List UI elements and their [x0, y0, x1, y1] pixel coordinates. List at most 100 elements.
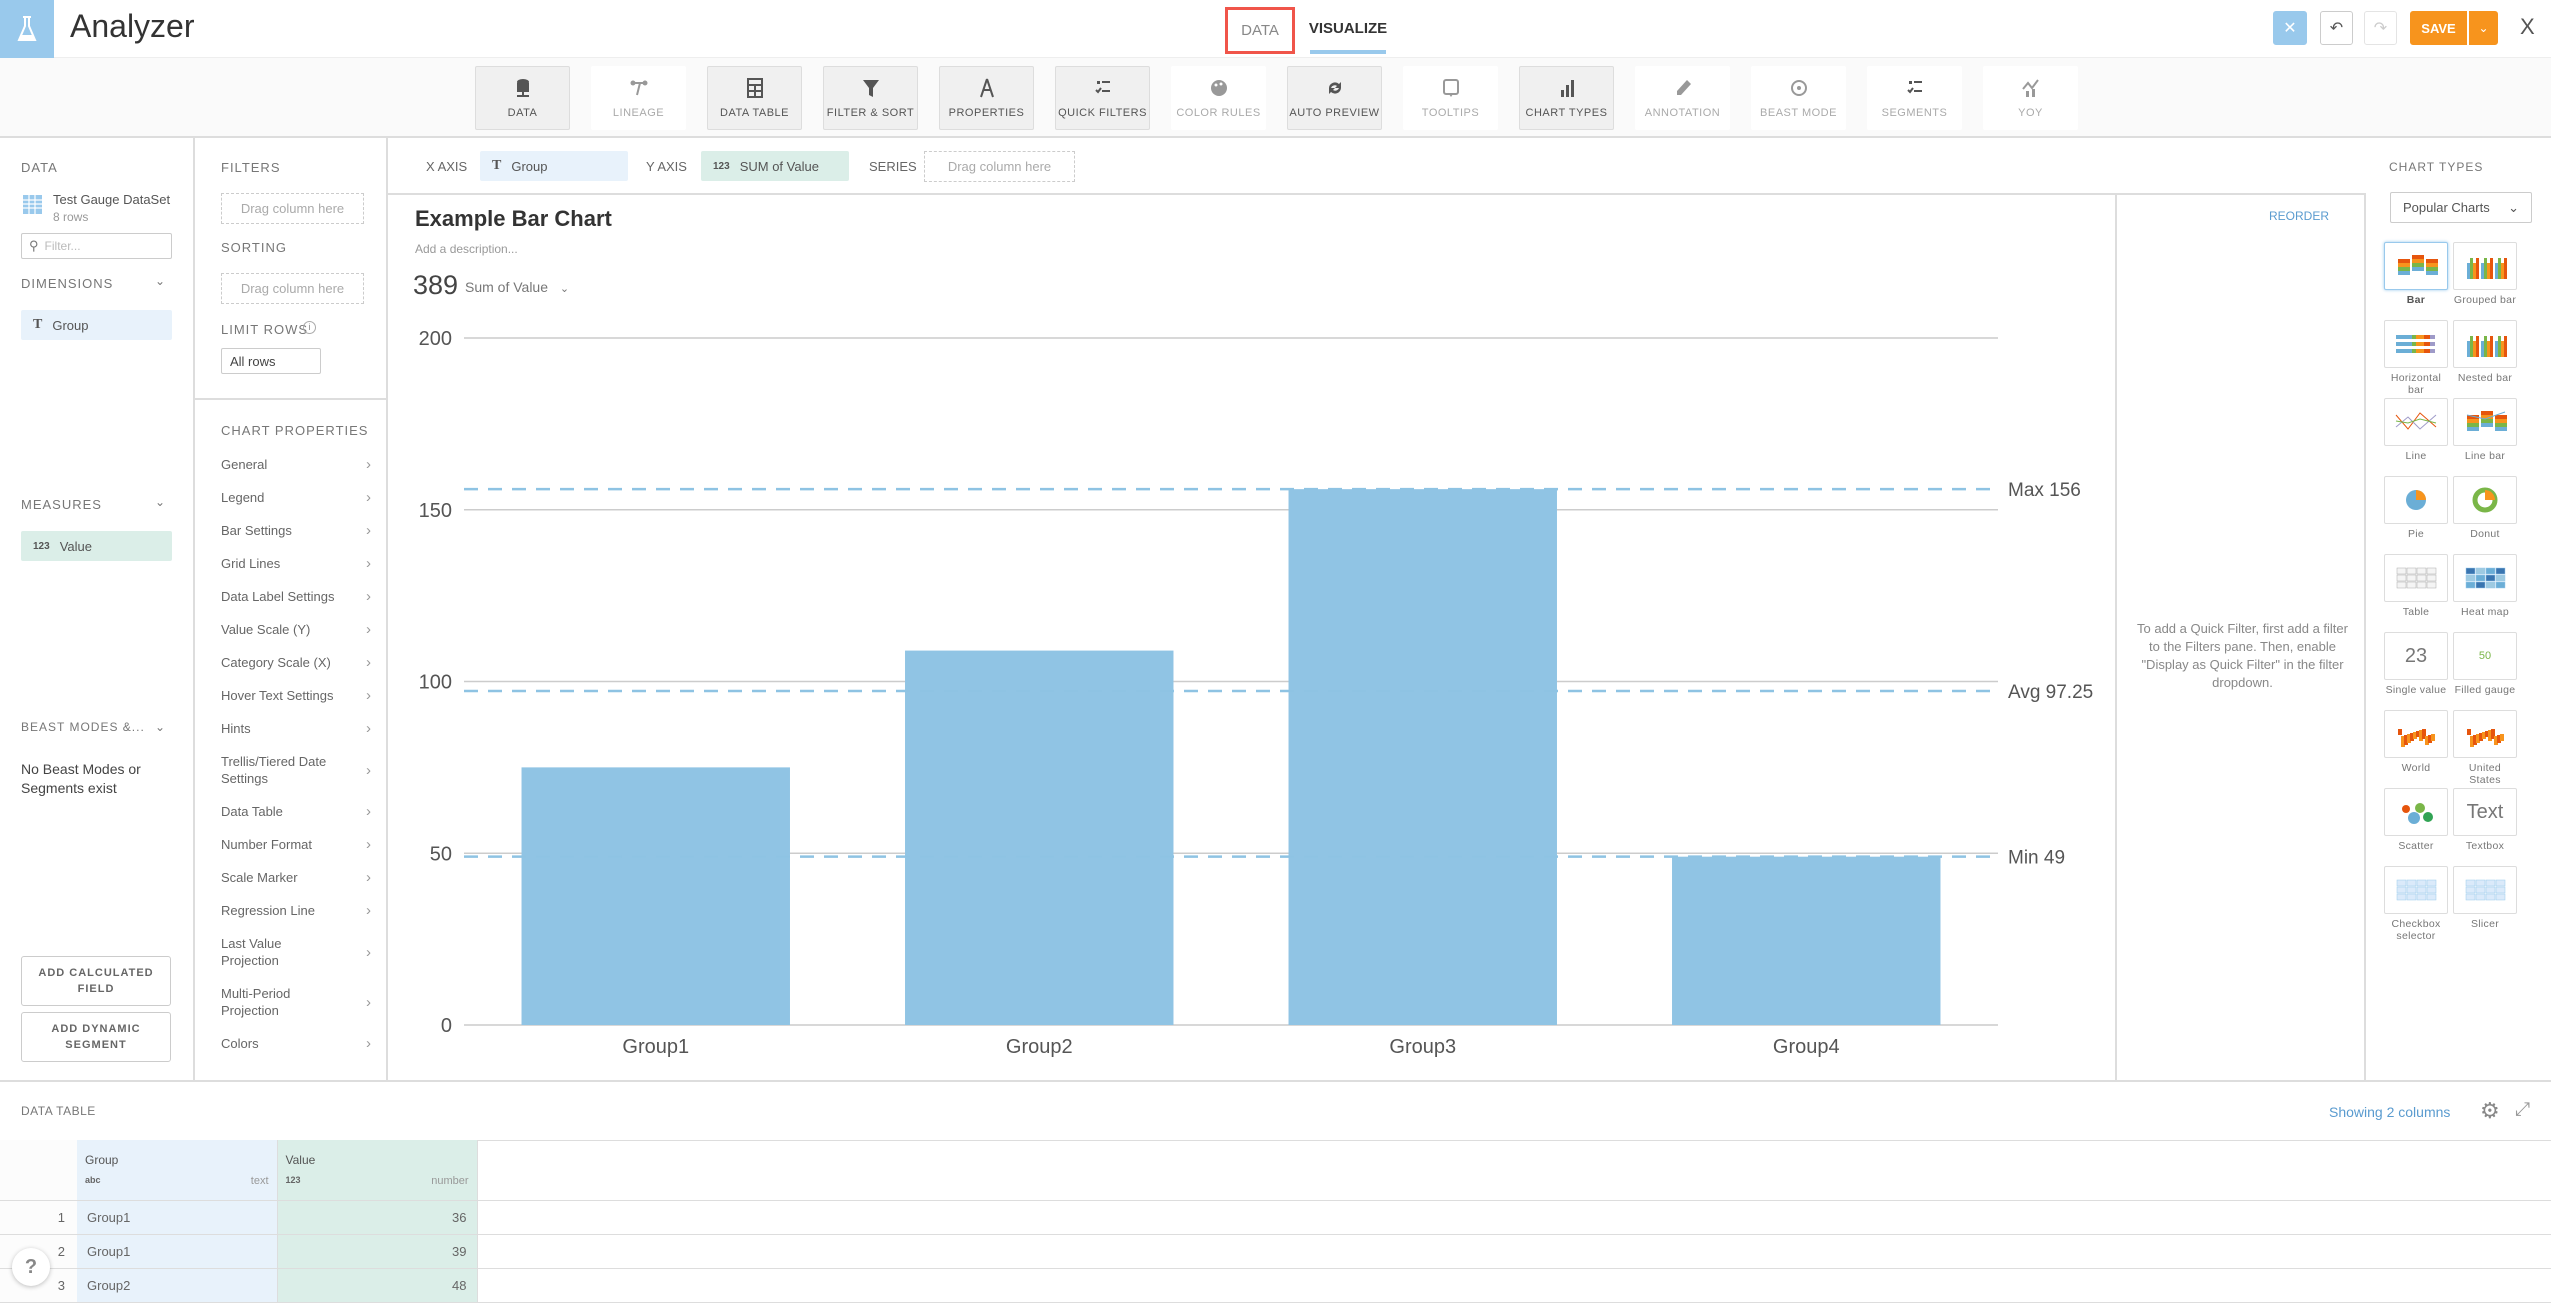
chart-type-horizontal-bar[interactable]: Horizontal bar: [2384, 320, 2448, 396]
chevron-right-icon: ›: [366, 902, 371, 919]
table-icon: [746, 78, 763, 98]
column-header-value[interactable]: Value 123 number: [277, 1140, 478, 1201]
chart-type-line-bar[interactable]: Line bar: [2453, 398, 2517, 462]
reorder-link[interactable]: REORDER: [2268, 209, 2329, 223]
chart-property-item[interactable]: Value Scale (Y) ›: [221, 621, 371, 638]
chart-property-item[interactable]: Colors ›: [221, 1035, 371, 1052]
close-button[interactable]: X: [2520, 14, 2535, 39]
chart-type-bar[interactable]: Bar: [2384, 242, 2448, 306]
info-icon[interactable]: i: [303, 321, 316, 334]
chart-property-item[interactable]: Grid Lines ›: [221, 555, 371, 572]
chart-property-item[interactable]: Last Value Projection ›: [221, 935, 371, 969]
filter-icon: [862, 80, 879, 97]
chart-title[interactable]: Example Bar Chart: [415, 206, 612, 231]
add-dynamic-segment-button[interactable]: ADD DYNAMIC SEGMENT: [21, 1012, 171, 1062]
toolbar-yoy-button[interactable]: YOY: [1983, 66, 2078, 130]
chart-type-checkbox-selector[interactable]: Checkbox selector: [2384, 866, 2448, 942]
chart-category-value: Popular Charts: [2403, 200, 2490, 215]
chart-type-label: Textbox: [2465, 840, 2505, 852]
chart-property-item[interactable]: Multi-Period Projection ›: [221, 985, 371, 1019]
chart-type-textbox[interactable]: Text Textbox: [2453, 788, 2517, 852]
save-options-button[interactable]: ⌄: [2469, 11, 2498, 45]
summary-label[interactable]: Sum of Value ⌄: [465, 279, 569, 295]
chart-type-scatter[interactable]: Scatter: [2384, 788, 2448, 852]
filters-drop-zone[interactable]: Drag column here: [221, 193, 364, 224]
chart-property-item[interactable]: Trellis/Tiered Date Settings ›: [221, 753, 371, 787]
chevron-right-icon: ›: [366, 993, 371, 1011]
chart-property-item[interactable]: Regression Line ›: [221, 902, 371, 919]
chart-type-table[interactable]: Table: [2384, 554, 2448, 618]
table-row[interactable]: 1 Group1 36: [0, 1200, 2551, 1235]
yoy-icon: [2021, 79, 2039, 97]
chart-type-line[interactable]: Line: [2384, 398, 2448, 462]
toolbar-tooltips-button[interactable]: TOOLTIPS: [1403, 66, 1498, 130]
measures-collapse-icon[interactable]: ⌄: [155, 495, 166, 509]
column-header-group[interactable]: Group abc text: [77, 1140, 278, 1201]
chart-type-slicer[interactable]: Slicer: [2453, 866, 2517, 930]
chart-description[interactable]: Add a description...: [415, 242, 518, 256]
chart-property-item[interactable]: Category Scale (X) ›: [221, 654, 371, 671]
chart-property-item[interactable]: Legend ›: [221, 489, 371, 506]
tab-visualize[interactable]: VISUALIZE: [1309, 7, 1387, 54]
toolbar-segments-button[interactable]: SEGMENTS: [1867, 66, 1962, 130]
toolbar-lineage-button[interactable]: LINEAGE: [591, 66, 686, 130]
toolbar-data-table-button[interactable]: DATA TABLE: [707, 66, 802, 130]
chart-property-item[interactable]: Scale Marker ›: [221, 869, 371, 886]
toolbar-properties-button[interactable]: PROPERTIES: [939, 66, 1034, 130]
chart-property-item[interactable]: General ›: [221, 456, 371, 473]
filters-label: FILTERS: [221, 160, 281, 175]
field-filter-input[interactable]: ⚲ Filter...: [21, 233, 172, 259]
toolbar-quick-filters-button[interactable]: QUICK FILTERS: [1055, 66, 1150, 130]
dimensions-collapse-icon[interactable]: ⌄: [155, 274, 166, 288]
measure-item-value[interactable]: 123 Value: [21, 531, 172, 561]
limit-rows-select[interactable]: All rows: [221, 348, 321, 374]
database-icon: [516, 79, 529, 97]
chart-type-nested-bar[interactable]: Nested bar: [2453, 320, 2517, 384]
toolbar-data-button[interactable]: DATA: [475, 66, 570, 130]
dataset-name[interactable]: Test Gauge DataSet: [53, 192, 171, 207]
beast-modes-collapse-icon[interactable]: ⌄: [155, 720, 166, 734]
chart-type-heat-map[interactable]: Heat map: [2453, 554, 2517, 618]
showing-columns-link[interactable]: Showing 2 columns: [2329, 1104, 2451, 1120]
toolbar-annotation-button[interactable]: ANNOTATION: [1635, 66, 1730, 130]
series-drop-zone[interactable]: Drag column here: [924, 151, 1075, 182]
chart-property-item[interactable]: Data Label Settings ›: [221, 588, 371, 605]
undo-icon: ↶: [2329, 20, 2344, 37]
chart-property-item[interactable]: Hover Text Settings ›: [221, 687, 371, 704]
chart-type-single-value[interactable]: 23 Single value: [2384, 632, 2448, 696]
chart-property-item[interactable]: Number Format ›: [221, 836, 371, 853]
undo-button[interactable]: ↶: [2320, 11, 2353, 45]
chart-type-pie[interactable]: Pie: [2384, 476, 2448, 540]
toolbar-color-rules-button[interactable]: COLOR RULES: [1171, 66, 1266, 130]
chart-property-item[interactable]: Bar Settings ›: [221, 522, 371, 539]
series-label: SERIES: [869, 159, 917, 174]
dimension-item-group[interactable]: T Group: [21, 310, 172, 340]
chevron-right-icon: ›: [366, 869, 371, 886]
table-row[interactable]: 3 Group2 48: [0, 1268, 2551, 1303]
help-button[interactable]: ?: [12, 1248, 50, 1286]
chart-type-donut[interactable]: Donut: [2453, 476, 2517, 540]
save-button[interactable]: SAVE: [2410, 11, 2467, 45]
chart-property-item[interactable]: Data Table ›: [221, 803, 371, 820]
sorting-drop-zone[interactable]: Drag column here: [221, 273, 364, 304]
chart-type-grouped-bar[interactable]: Grouped bar: [2453, 242, 2517, 306]
x-axis-field[interactable]: T Group: [480, 151, 628, 181]
toolbar-auto-preview-button[interactable]: AUTO PREVIEW: [1287, 66, 1382, 130]
chart-type-label: Grouped bar: [2453, 294, 2517, 306]
y-axis-field[interactable]: 123 SUM of Value: [701, 151, 849, 181]
chart-property-item[interactable]: Hints ›: [221, 720, 371, 737]
chart-category-dropdown[interactable]: Popular Charts ⌄: [2390, 192, 2532, 223]
toolbar-beast-mode-button[interactable]: BEAST MODE: [1751, 66, 1846, 130]
expand-icon[interactable]: ⤢: [2515, 1099, 2531, 1120]
table-row[interactable]: 2 Group1 39: [0, 1234, 2551, 1269]
chart-type-filled-gauge[interactable]: 50 Filled gauge: [2453, 632, 2517, 696]
toolbar-filter-sort-button[interactable]: FILTER & SORT: [823, 66, 918, 130]
tools-button[interactable]: ✕: [2273, 11, 2307, 45]
add-calculated-field-button[interactable]: ADD CALCULATED FIELD: [21, 956, 171, 1006]
gear-icon[interactable]: ⚙: [2480, 1098, 2500, 1123]
tab-data[interactable]: DATA: [1225, 7, 1295, 54]
chart-type-world[interactable]: World: [2384, 710, 2448, 774]
chart-type-united-states[interactable]: United States: [2453, 710, 2517, 786]
toolbar-chart-types-button[interactable]: CHART TYPES: [1519, 66, 1614, 130]
redo-button[interactable]: ↷: [2364, 11, 2397, 45]
